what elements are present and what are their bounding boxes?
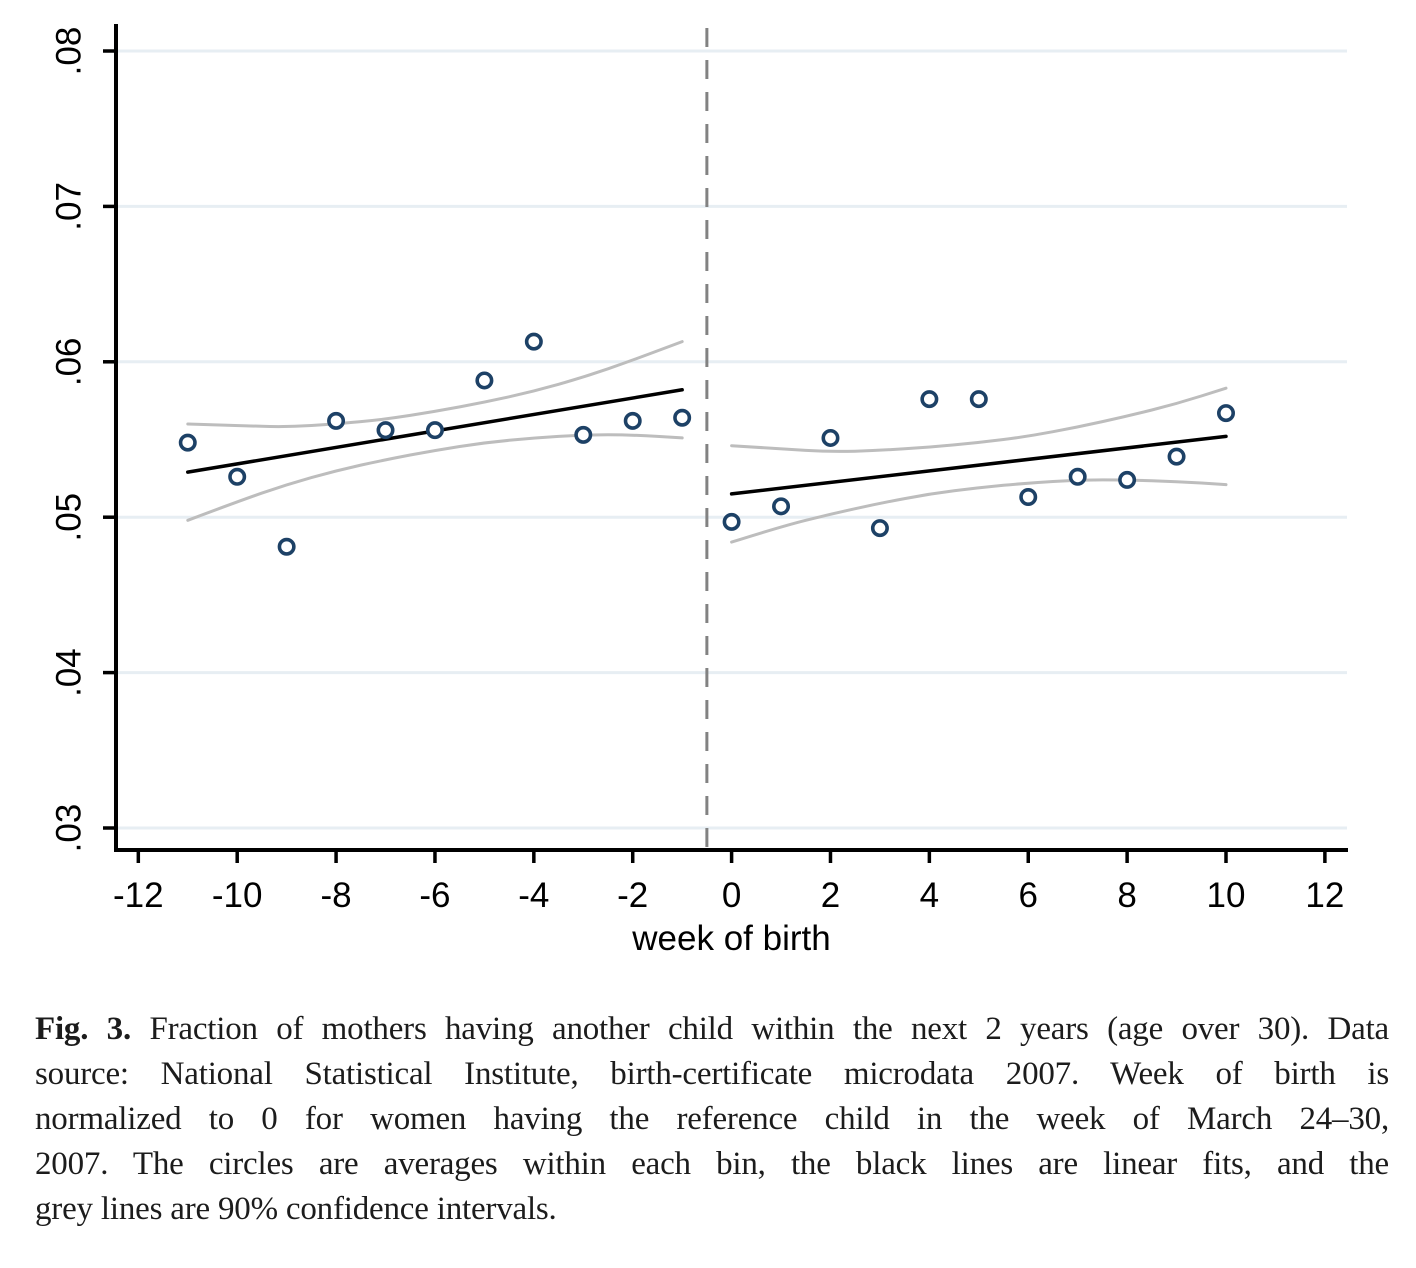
caption-text: Fraction of mothers having another child… [149, 1011, 1389, 1047]
scatter-point [178, 433, 197, 452]
confidence-interval-line-ci90-lower-post-cutoff [730, 478, 1228, 544]
x-tick-label: 2 [821, 876, 840, 915]
x-tick-label: -10 [212, 876, 263, 915]
x-tick-label: 12 [1305, 876, 1344, 915]
x-tick-label: 4 [920, 876, 939, 915]
figure-caption: Fig. 3. Fraction of mothers having anoth… [35, 1007, 1389, 1232]
x-tick-label: -4 [518, 876, 549, 915]
y-tick-label: .04 [50, 648, 89, 697]
y-tick-label: .07 [50, 182, 89, 231]
caption-line: source: National Statistical Institute, … [35, 1056, 1389, 1092]
x-tick-label: 6 [1019, 876, 1038, 915]
x-tick-label: -6 [419, 876, 450, 915]
scatter-point [475, 371, 494, 390]
scatter-point [327, 411, 346, 430]
caption-line: normalized to 0 for women having the ref… [35, 1101, 1389, 1137]
scatter-point [1019, 487, 1038, 506]
y-tick-label: .05 [50, 493, 89, 542]
x-tick-label: 8 [1117, 876, 1136, 915]
linear-fit-line-linear-fit-post-cutoff [729, 434, 1228, 496]
scatter-point [425, 421, 444, 440]
scatter-point [277, 537, 296, 556]
x-tick-label: 10 [1207, 876, 1246, 915]
caption-figure-label: Fig. 3. [35, 1011, 132, 1047]
scatter-point [228, 467, 247, 486]
x-tick-label: -2 [617, 876, 648, 915]
caption-line: Fig. 3. Fraction of mothers having anoth… [35, 1007, 1389, 1052]
scatter-point [376, 421, 395, 440]
y-tick-label: .03 [50, 804, 89, 853]
scatter-point [870, 519, 889, 538]
caption-line: 2007. The circles are averages within ea… [35, 1146, 1389, 1182]
scatter-point [722, 512, 741, 531]
x-tick-label: -8 [321, 876, 352, 915]
scatter-point [574, 425, 593, 444]
x-tick-label: 0 [722, 876, 741, 915]
x-axis-title: week of birth [631, 919, 830, 958]
scatter-point [969, 390, 988, 409]
confidence-interval-line-ci90-lower-pre-cutoff [186, 433, 684, 522]
x-tick-label: -12 [113, 876, 164, 915]
scatter-point [524, 332, 543, 351]
scatter-point [1068, 467, 1087, 486]
y-tick-label: .08 [50, 27, 89, 76]
y-tick-label: .06 [50, 337, 89, 386]
scatter-point [920, 390, 939, 409]
scatter-point [1118, 470, 1137, 489]
scatter-point [772, 497, 791, 516]
scatter-point [1217, 404, 1236, 423]
scatter-point [673, 408, 692, 427]
confidence-interval-line-ci90-upper-post-cutoff [730, 386, 1228, 453]
confidence-interval-line-ci90-upper-pre-cutoff [186, 340, 684, 429]
rd-scatter-chart: .03 .04 .05 .06 .07 .08 -12 -10 -8 -6 -4 -2 0 2 4 6 8 10 1… [50, 24, 1348, 958]
scatter-point [623, 411, 642, 430]
scatter-point [1167, 447, 1186, 466]
caption-line: grey lines are 90% confidence intervals. [35, 1191, 557, 1227]
scatter-point [821, 428, 840, 447]
